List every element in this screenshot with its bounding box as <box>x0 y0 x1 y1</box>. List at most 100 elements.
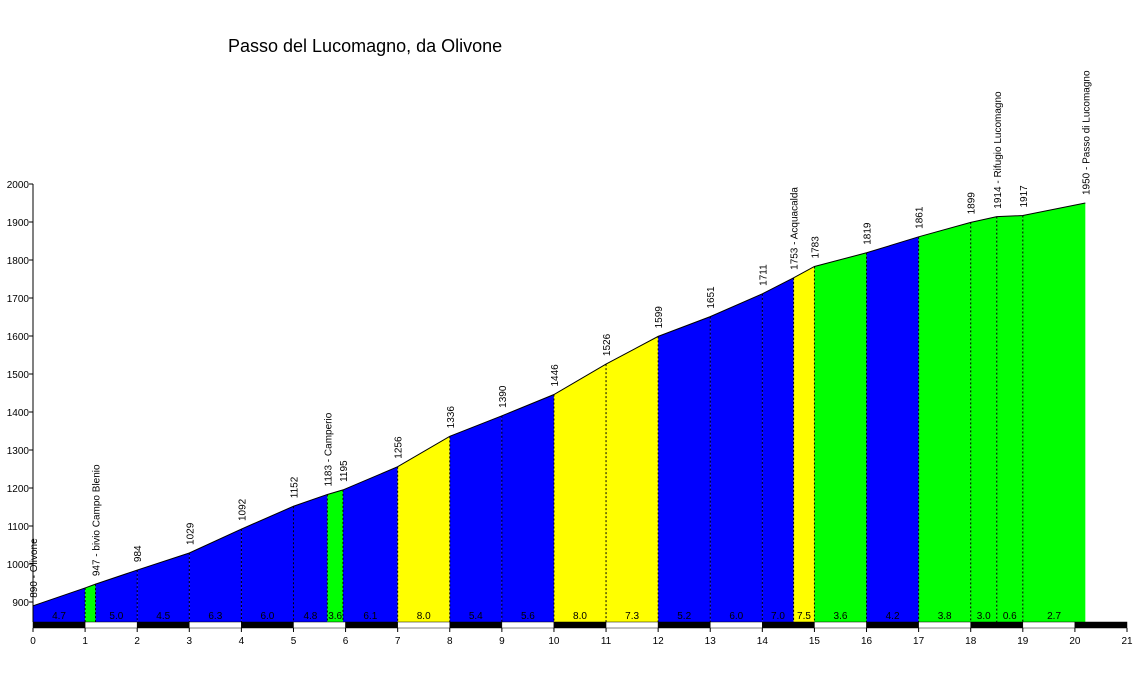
x-tick-label-7: 7 <box>395 636 401 647</box>
km-dividers <box>84 215 1024 622</box>
km-bar-18 <box>970 621 1024 629</box>
grade-segment-11 <box>501 394 554 622</box>
grade-segment-8 <box>342 466 398 622</box>
grade-areas <box>33 203 1086 623</box>
grade-label-10: 5.4 <box>469 611 483 622</box>
grade-segment-15 <box>710 293 763 622</box>
km-bar-10 <box>553 621 607 629</box>
km-bar-12 <box>657 621 711 629</box>
point-label-5: 1092 <box>237 498 248 521</box>
km-bar-13 <box>709 621 763 629</box>
x-axis: 0 1 2 3 4 5 6 7 8 9 10 11 12 13 14 15 16 17 18 19 20 21 <box>30 621 1133 647</box>
grade-label-14: 5.2 <box>677 611 691 622</box>
grade-segment-10 <box>449 415 502 622</box>
point-label-20: 1861 <box>915 206 926 229</box>
km-bar-14 <box>762 621 815 629</box>
x-tick-label-18: 18 <box>965 636 977 647</box>
grade-segment-20 <box>918 222 971 622</box>
point-label-0: 890 - Olivone <box>29 538 40 598</box>
grade-segment-18 <box>814 252 867 622</box>
km-bar-19 <box>1022 621 1076 629</box>
km-bar-6 <box>345 621 398 629</box>
point-label-18: 1783 <box>810 236 821 259</box>
point-label-12: 1446 <box>550 364 561 387</box>
grade-segment-0 <box>33 587 86 622</box>
grade-label-22: 0.6 <box>1003 611 1017 622</box>
grade-segment-1 <box>85 584 96 622</box>
y-tick-label-1500: 1500 <box>7 370 30 381</box>
km-bar-5 <box>293 621 346 629</box>
elevation-line <box>32 202 1086 607</box>
grade-segment-23 <box>1022 203 1086 622</box>
y-tick-label-1100: 1100 <box>7 522 29 533</box>
point-label-3: 984 <box>133 545 144 562</box>
x-tick-label-4: 4 <box>239 636 245 647</box>
grade-label-15: 6.0 <box>729 611 743 622</box>
x-tick-label-15: 15 <box>809 636 821 647</box>
grade-label-5: 6.0 <box>260 611 274 622</box>
grade-segment-14 <box>658 316 711 622</box>
grade-label-12: 8.0 <box>573 611 587 622</box>
grade-label-16: 7.0 <box>771 611 785 622</box>
y-tick-label-900: 900 <box>12 598 29 609</box>
km-bar-9 <box>501 621 555 629</box>
point-label-19: 1819 <box>863 222 874 245</box>
grade-label-4: 6.3 <box>208 611 222 622</box>
grade-segment-13 <box>606 336 659 622</box>
km-bar-3 <box>189 621 242 629</box>
grade-label-20: 3.8 <box>938 611 952 622</box>
grade-labels: 4.7 5.0 4.5 6.3 6.0 4.8 3.6 6.1 8.0 5.4 5.6 8.0 7.3 5… <box>52 611 1061 622</box>
grade-segment-9 <box>397 436 450 622</box>
x-tick-label-3: 3 <box>187 636 193 647</box>
km-bar-7 <box>397 621 451 629</box>
y-axis: 900 1000 1100 1200 1300 1400 1500 1600 1700 1800 1… <box>7 180 34 622</box>
grade-label-17: 7.5 <box>797 611 811 622</box>
x-tick-label-0: 0 <box>30 636 36 647</box>
grade-label-11: 5.6 <box>521 611 535 622</box>
grade-label-19: 4.2 <box>886 611 900 622</box>
point-label-9: 1256 <box>394 436 405 459</box>
point-label-7: 1183 - Camperio <box>323 412 334 486</box>
point-label-17: 1753 - Acquacalda <box>790 187 801 270</box>
y-tick-label-1000: 1000 <box>7 560 30 571</box>
point-label-24: 1950 - Passo di Lucomagno <box>1081 70 1092 195</box>
grade-label-13: 7.3 <box>625 611 639 622</box>
point-label-16: 1711 <box>758 264 769 286</box>
grade-segment-6 <box>293 494 328 622</box>
x-tick-label-14: 14 <box>757 636 769 647</box>
y-tick-label-1400: 1400 <box>7 408 30 419</box>
grade-segment-21 <box>970 216 997 622</box>
grade-label-7: 3.6 <box>328 611 342 622</box>
point-label-4: 1029 <box>185 522 196 545</box>
point-label-10: 1336 <box>446 406 457 429</box>
km-bar-16 <box>866 621 919 629</box>
x-tick-label-20: 20 <box>1069 636 1081 647</box>
grade-label-0: 4.7 <box>52 611 66 622</box>
y-tick-label-2000: 2000 <box>7 180 30 191</box>
y-tick-label-1600: 1600 <box>7 332 30 343</box>
grade-segment-19 <box>866 236 919 622</box>
x-tick-label-16: 16 <box>861 636 873 647</box>
grade-segment-3 <box>137 552 190 622</box>
point-label-13: 1526 <box>602 333 613 356</box>
y-tick-label-1300: 1300 <box>7 446 30 457</box>
x-tick-label-13: 13 <box>705 636 717 647</box>
grade-label-23: 2.7 <box>1047 611 1061 622</box>
x-tick-label-1: 1 <box>82 636 88 647</box>
point-label-11: 1390 <box>498 385 509 408</box>
profile-line <box>32 202 1086 607</box>
grade-segment-17 <box>793 266 815 622</box>
km-bar-15 <box>814 621 867 629</box>
point-label-2: 947 - bivio Campo Blenio <box>92 464 103 576</box>
y-tick-label-1200: 1200 <box>7 484 30 495</box>
grade-segment-5 <box>241 506 294 622</box>
grade-label-8: 6.1 <box>363 611 377 622</box>
x-tick-label-12: 12 <box>653 636 665 647</box>
grade-segment-12 <box>553 364 607 622</box>
grade-label-18: 3.6 <box>834 611 848 622</box>
km-bar-0 <box>32 621 86 629</box>
point-label-14: 1599 <box>654 306 665 329</box>
x-tick-label-11: 11 <box>601 636 612 647</box>
y-tick-label-1900: 1900 <box>7 218 30 229</box>
km-bar-8 <box>449 621 503 629</box>
